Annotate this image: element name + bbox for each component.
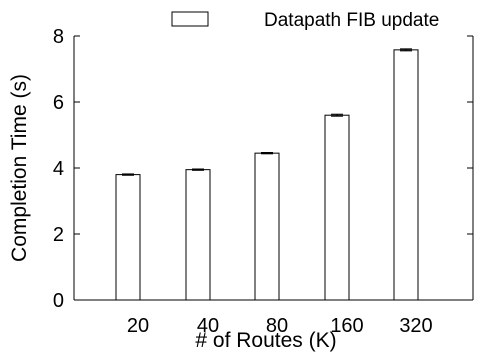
legend-swatch-datapath-fib-update	[171, 11, 209, 27]
bar-160	[324, 114, 350, 301]
y-axis-label: Completion Time (s)	[8, 74, 31, 262]
x-tick-label-80: 80	[266, 315, 288, 337]
x-tick-label-320: 320	[399, 315, 432, 337]
bar-40	[185, 169, 211, 301]
y-tick-label-2: 2	[53, 224, 64, 246]
plot-area: 0 2 4 6 8 20 40 80 160 320	[53, 26, 474, 337]
legend-label-datapath-fib-update: Datapath FIB update	[264, 10, 439, 31]
y-tick-label-4: 4	[53, 158, 64, 180]
bar-80	[254, 152, 280, 301]
y-tick-label-6: 6	[53, 92, 64, 114]
x-tick-label-20: 20	[127, 315, 149, 337]
x-axis-label: # of Routes (K)	[195, 329, 336, 352]
bar-320	[393, 49, 419, 301]
y-tick-label-8: 8	[53, 26, 64, 48]
x-tick-label-40: 40	[197, 315, 219, 337]
legend: Datapath FIB update	[171, 10, 439, 31]
bar-20	[115, 174, 141, 301]
x-tick-label-160: 160	[330, 315, 363, 337]
y-tick-label-0: 0	[53, 290, 64, 312]
